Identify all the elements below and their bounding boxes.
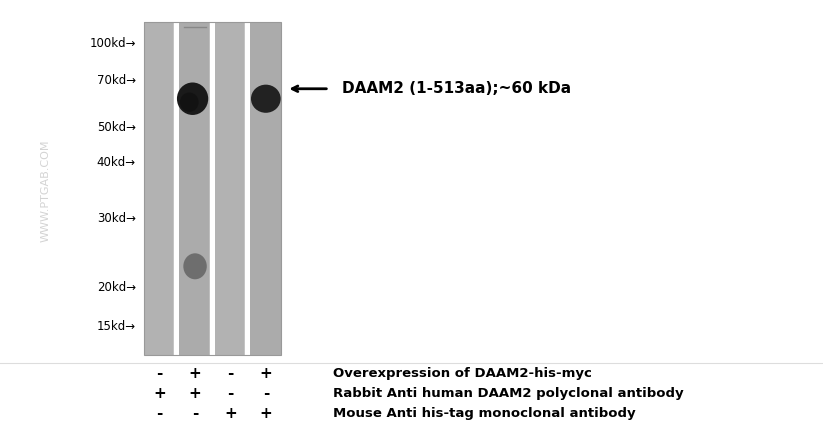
Text: -: -: [263, 386, 269, 401]
Ellipse shape: [184, 253, 207, 279]
Text: Overexpression of DAAM2-his-myc: Overexpression of DAAM2-his-myc: [333, 367, 593, 380]
Ellipse shape: [177, 82, 208, 115]
Text: -: -: [227, 386, 234, 401]
Text: +: +: [153, 386, 166, 401]
Text: 70kd→: 70kd→: [96, 74, 136, 87]
Text: 100kd→: 100kd→: [89, 37, 136, 50]
Text: -: -: [156, 406, 163, 420]
Bar: [144, 22, 281, 355]
Text: +: +: [224, 406, 237, 420]
Ellipse shape: [251, 85, 281, 113]
Text: -: -: [227, 366, 234, 381]
Text: +: +: [259, 366, 272, 381]
Bar: [250, 22, 281, 355]
Text: 40kd→: 40kd→: [96, 156, 136, 169]
Bar: [215, 22, 246, 355]
Text: +: +: [259, 406, 272, 420]
Text: DAAM2 (1-513aa);~60 kDa: DAAM2 (1-513aa);~60 kDa: [342, 81, 570, 96]
Text: 15kd→: 15kd→: [96, 320, 136, 333]
Bar: [144, 22, 175, 355]
Text: +: +: [188, 366, 202, 381]
Text: Mouse Anti his-tag monoclonal antibody: Mouse Anti his-tag monoclonal antibody: [333, 407, 636, 420]
Text: 20kd→: 20kd→: [96, 281, 136, 294]
Text: 50kd→: 50kd→: [97, 121, 136, 134]
Text: +: +: [188, 386, 202, 401]
Ellipse shape: [180, 93, 198, 112]
Text: WWW.PTGAB.COM: WWW.PTGAB.COM: [40, 139, 50, 242]
Bar: [179, 22, 211, 355]
Text: Rabbit Anti human DAAM2 polyclonal antibody: Rabbit Anti human DAAM2 polyclonal antib…: [333, 387, 684, 400]
Text: -: -: [156, 366, 163, 381]
Text: -: -: [192, 406, 198, 420]
Text: 30kd→: 30kd→: [97, 212, 136, 225]
